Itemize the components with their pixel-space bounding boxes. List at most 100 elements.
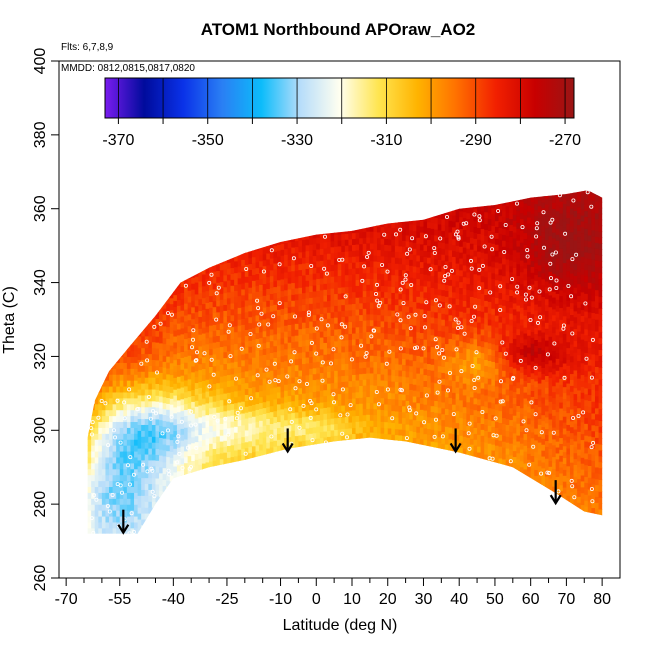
heatmap-cell — [280, 414, 285, 422]
heatmap-cell — [502, 204, 507, 212]
heatmap-cell — [487, 449, 492, 456]
heatmap-cell — [151, 459, 157, 467]
heatmap-cell — [527, 417, 532, 425]
heatmap-cell — [462, 394, 467, 402]
heatmap-cell — [337, 423, 342, 430]
heatmap-cell — [91, 521, 96, 529]
heatmap-cell — [523, 451, 528, 458]
heatmap-cell — [452, 386, 457, 393]
heatmap-cell — [377, 414, 382, 422]
heatmap-cell — [534, 292, 539, 299]
heatmap-cell — [237, 260, 242, 267]
heatmap-cell — [366, 307, 371, 315]
heatmap-cell — [319, 443, 325, 450]
heatmap-cell — [223, 310, 228, 317]
heatmap-cell — [455, 322, 460, 329]
heatmap-cell — [187, 325, 192, 333]
heatmap-cell — [541, 196, 546, 203]
heatmap-cell — [444, 443, 450, 451]
heatmap-cell — [312, 237, 317, 245]
heatmap-cell — [441, 449, 446, 456]
heatmap-cell — [98, 380, 103, 387]
heatmap-cell — [477, 333, 482, 341]
heatmap-cell — [316, 343, 321, 350]
heatmap-cell — [223, 398, 228, 406]
heatmap-cell — [498, 416, 503, 424]
heatmap-cell — [380, 332, 385, 340]
heatmap-cell — [101, 409, 107, 417]
heatmap-cell — [180, 457, 185, 465]
heatmap-cell — [176, 435, 182, 442]
heatmap-cell — [319, 390, 325, 397]
heatmap-cell — [541, 461, 546, 469]
heatmap-cell — [498, 345, 503, 353]
heatmap-cell — [380, 350, 385, 357]
heatmap-cell — [162, 449, 167, 457]
heatmap-cell — [523, 421, 528, 429]
heatmap-cell — [534, 481, 539, 488]
heatmap-cell — [430, 364, 435, 371]
heatmap-cell — [352, 250, 357, 257]
heatmap-cell — [473, 220, 478, 228]
heatmap-cell — [259, 432, 264, 439]
heatmap-cell — [416, 373, 421, 380]
heatmap-cell — [212, 436, 217, 444]
heatmap-cell — [534, 280, 539, 287]
heatmap-cell — [287, 353, 292, 361]
heatmap-cell — [251, 351, 257, 358]
heatmap-cell — [466, 295, 471, 302]
heatmap-cell — [287, 312, 292, 320]
heatmap-cell — [412, 437, 417, 444]
heatmap-cell — [477, 256, 482, 264]
heatmap-cell — [498, 386, 503, 394]
heatmap-cell — [262, 419, 267, 426]
heatmap-cell — [512, 350, 517, 357]
heatmap-cell — [477, 310, 482, 317]
heatmap-cell — [219, 346, 224, 353]
heatmap-cell — [437, 259, 442, 266]
heatmap-cell — [209, 372, 214, 379]
heatmap-cell — [155, 501, 160, 509]
heatmap-cell — [109, 450, 114, 458]
heatmap-cell — [191, 454, 196, 461]
heatmap-cell — [409, 383, 414, 390]
heatmap-cell — [373, 302, 378, 309]
heatmap-cell — [234, 396, 239, 404]
heatmap-cell — [191, 330, 196, 337]
heatmap-cell — [134, 421, 139, 428]
heatmap-cell — [423, 439, 428, 447]
heatmap-cell — [455, 398, 460, 406]
heatmap-cell — [419, 314, 425, 322]
heatmap-cell — [387, 410, 392, 417]
heatmap-cell — [502, 352, 507, 359]
heatmap-cell — [516, 340, 521, 347]
heatmap-cell — [334, 275, 339, 283]
heatmap-cell — [234, 308, 239, 315]
heatmap-cell — [498, 440, 503, 447]
heatmap-cell — [512, 338, 517, 345]
flights-label: Flts: 6,7,8,9 — [61, 42, 114, 53]
heatmap-cell — [112, 362, 117, 369]
heatmap-cell — [305, 357, 310, 364]
heatmap-cell — [248, 322, 253, 330]
heatmap-cell — [452, 421, 457, 429]
heatmap-cell — [305, 345, 310, 352]
heatmap-cell — [344, 398, 350, 406]
heatmap-cell — [141, 483, 146, 490]
heatmap-cell — [369, 384, 375, 392]
heatmap-cell — [369, 313, 375, 321]
heatmap-cell — [126, 380, 132, 387]
heatmap-cell — [373, 379, 378, 386]
heatmap-cell — [530, 366, 535, 374]
heatmap-cell — [266, 371, 271, 378]
heatmap-cell — [273, 262, 278, 270]
heatmap-cell — [537, 217, 542, 224]
heatmap-cell — [430, 305, 435, 312]
heatmap-cell — [387, 404, 392, 411]
heatmap-cell — [319, 283, 325, 291]
heatmap-cell — [312, 308, 317, 316]
heatmap-cell — [527, 352, 532, 360]
heatmap-cell — [273, 345, 278, 353]
heatmap-cell — [527, 382, 532, 389]
heatmap-cell — [505, 247, 510, 254]
